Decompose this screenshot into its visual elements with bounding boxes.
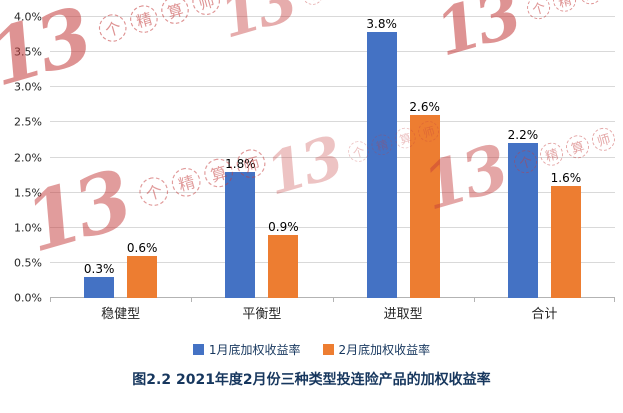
y-tick-label: 3.5%	[14, 45, 42, 59]
legend-swatch-series1	[192, 344, 204, 355]
category-label-进取型: 进取型	[383, 307, 423, 322]
bar-column: 3.8%	[366, 17, 397, 298]
y-tick-label: 4.0%	[14, 10, 42, 24]
bar-column: 0.6%	[127, 17, 157, 298]
legend-item-series1: 1月底加权收益率	[192, 341, 301, 358]
bar-column: 2.6%	[409, 17, 440, 298]
bar-column: 0.9%	[268, 17, 299, 298]
bar-稳健型-1月底加权收益率	[84, 276, 115, 298]
bar-column: 1.6%	[551, 17, 581, 298]
bar-value-label: 1.8%	[225, 156, 256, 171]
x-axis-line	[50, 297, 615, 298]
gridline	[50, 156, 615, 158]
bar-value-label: 0.6%	[126, 240, 158, 255]
category-label-合计: 合计	[531, 307, 558, 322]
y-tick-label: 3.0%	[14, 80, 42, 94]
y-tick-label: 0.0%	[14, 291, 42, 305]
legend-item-series2: 2月底加权收益率	[322, 341, 431, 358]
gridline	[50, 261, 615, 263]
bar-稳健型-2月底加权收益率	[127, 255, 158, 298]
y-axis: 0.0% 0.5% 1.0% 1.5% 2.0% 2.5% 3.0% 3.5% 4.0%	[6, 11, 50, 305]
bar-value-label: 2.6%	[409, 100, 440, 115]
legend-swatch-series2	[322, 344, 334, 355]
bar-group-稳健型: 0.3% 0.6%	[50, 17, 191, 298]
y-tick-label: 2.5%	[14, 115, 42, 129]
axis-tickmark	[614, 298, 615, 302]
category-label-稳健型: 稳健型	[101, 307, 141, 322]
gridline	[50, 86, 615, 88]
bar-进取型-1月底加权收益率	[366, 32, 397, 298]
bar-value-label: 0.9%	[268, 219, 299, 234]
bar-合计-1月底加权收益率	[507, 143, 538, 298]
gridline	[50, 16, 615, 17]
gridline	[50, 51, 615, 53]
legend-label-series1: 1月底加权收益率	[208, 343, 301, 357]
legend-label-series2: 2月底加权收益率	[338, 343, 431, 357]
bar-column: 1.8%	[225, 17, 256, 298]
bar-value-label: 3.8%	[366, 17, 397, 31]
bar-group-合计: 2.2% 1.6%	[474, 17, 615, 298]
y-tick-label: 1.5%	[14, 186, 42, 200]
axis-tickmark	[50, 298, 51, 302]
watermark-char: 算	[576, 0, 605, 7]
legend: 1月底加权收益率 2月底加权收益率	[0, 341, 623, 358]
axis-tickmark	[473, 298, 475, 302]
watermark-char: 个	[299, 0, 326, 7]
bar-value-label: 2.2%	[507, 128, 539, 143]
bar-平衡型-2月底加权收益率	[268, 234, 299, 298]
bar-column: 2.2%	[508, 17, 538, 298]
bar-value-label: 1.6%	[550, 170, 582, 185]
y-tick-label: 1.0%	[14, 221, 42, 235]
axis-tickmark	[332, 298, 334, 302]
bar-group-进取型: 3.8% 2.6%	[333, 17, 474, 298]
gridline	[50, 191, 615, 193]
x-axis-labels: 稳健型 平衡型 进取型 合计	[50, 303, 615, 322]
chart-title: 图2.2 2021年度2月份三种类型投连险产品的加权收益率	[132, 372, 491, 388]
y-tick-label: 0.5%	[14, 256, 42, 270]
bar-group-平衡型: 1.8% 0.9%	[191, 17, 332, 298]
category-label-平衡型: 平衡型	[242, 307, 282, 322]
axis-tickmark	[191, 298, 193, 302]
bar-进取型-2月底加权收益率	[409, 115, 440, 298]
bar-column: 0.3%	[84, 17, 114, 298]
watermark-char: 精	[550, 0, 579, 14]
gridline	[50, 121, 615, 123]
plot-area: 0.3% 0.6% 1.8% 0.9% 3.8% 2.6% 2.2% 1.6%	[50, 16, 615, 302]
y-tick-label: 2.0%	[14, 151, 42, 164]
bar-合计-2月底加权收益率	[550, 185, 581, 298]
plot-wrap: 0.0% 0.5% 1.0% 1.5% 2.0% 2.5% 3.0% 3.5% 4.0% 0.3…	[6, 11, 615, 305]
bar-平衡型-1月底加权收益率	[225, 171, 256, 298]
bar-value-label: 0.3%	[83, 261, 115, 276]
gridline	[50, 226, 615, 228]
bars-layer: 0.3% 0.6% 1.8% 0.9% 3.8% 2.6% 2.2% 1.6%	[50, 17, 615, 298]
